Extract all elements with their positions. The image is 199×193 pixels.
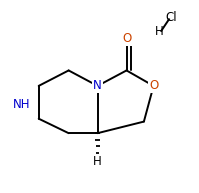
Text: N: N (93, 79, 102, 92)
Text: H: H (93, 155, 102, 168)
Text: NH: NH (13, 98, 30, 111)
Text: Cl: Cl (165, 11, 177, 24)
Text: H: H (155, 25, 164, 38)
Text: O: O (122, 32, 131, 45)
Text: O: O (149, 79, 158, 92)
